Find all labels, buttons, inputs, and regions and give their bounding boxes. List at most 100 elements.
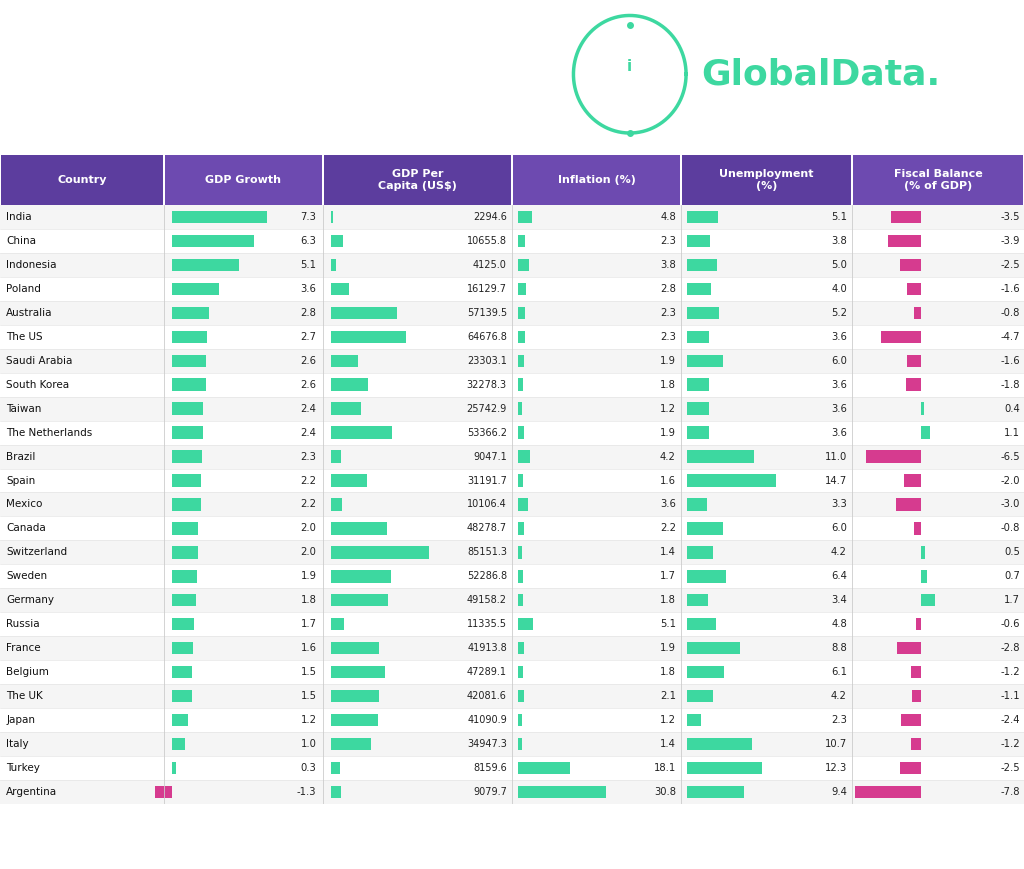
FancyBboxPatch shape	[155, 786, 172, 798]
FancyBboxPatch shape	[331, 642, 379, 654]
FancyBboxPatch shape	[687, 282, 712, 295]
FancyBboxPatch shape	[172, 642, 193, 654]
FancyBboxPatch shape	[172, 307, 209, 319]
FancyBboxPatch shape	[687, 427, 709, 439]
Text: 4125.0: 4125.0	[473, 260, 507, 270]
Text: Canada: Canada	[6, 523, 46, 534]
FancyBboxPatch shape	[0, 756, 1024, 779]
FancyBboxPatch shape	[172, 546, 198, 559]
Text: -4.7: -4.7	[1000, 332, 1020, 342]
Text: Mexico: Mexico	[6, 500, 43, 509]
FancyBboxPatch shape	[687, 738, 752, 750]
FancyBboxPatch shape	[331, 690, 380, 702]
Text: -6.5: -6.5	[1000, 452, 1020, 461]
FancyBboxPatch shape	[331, 427, 392, 439]
FancyBboxPatch shape	[0, 541, 1024, 564]
FancyBboxPatch shape	[682, 155, 851, 205]
FancyBboxPatch shape	[518, 642, 523, 654]
FancyBboxPatch shape	[518, 713, 521, 726]
FancyBboxPatch shape	[518, 259, 529, 271]
Text: 3.8: 3.8	[660, 260, 676, 270]
FancyBboxPatch shape	[888, 235, 921, 248]
Text: Forecast, 2019: Forecast, 2019	[26, 115, 246, 141]
Text: Australia: Australia	[6, 308, 52, 318]
FancyBboxPatch shape	[0, 348, 1024, 373]
Text: 25742.9: 25742.9	[467, 404, 507, 414]
Text: GDP Growth: GDP Growth	[205, 175, 282, 185]
FancyBboxPatch shape	[331, 786, 341, 798]
FancyBboxPatch shape	[0, 277, 1024, 301]
Text: 14.7: 14.7	[824, 475, 847, 486]
FancyBboxPatch shape	[0, 373, 1024, 396]
Text: 4.2: 4.2	[659, 452, 676, 461]
Text: 41913.8: 41913.8	[467, 643, 507, 653]
Text: The US: The US	[6, 332, 43, 342]
Text: 4.8: 4.8	[660, 212, 676, 222]
FancyBboxPatch shape	[331, 450, 341, 463]
Text: 8159.6: 8159.6	[473, 763, 507, 773]
FancyBboxPatch shape	[914, 522, 921, 534]
Text: 5.2: 5.2	[830, 308, 847, 318]
Text: 3.3: 3.3	[831, 500, 847, 509]
FancyBboxPatch shape	[331, 330, 406, 343]
Text: 16129.7: 16129.7	[467, 284, 507, 294]
FancyBboxPatch shape	[172, 761, 176, 774]
FancyBboxPatch shape	[331, 738, 371, 750]
Text: Source: GlobalData Country Economics Database: Source: GlobalData Country Economics Dat…	[26, 826, 602, 846]
Text: 31191.7: 31191.7	[467, 475, 507, 486]
FancyBboxPatch shape	[687, 522, 723, 534]
FancyBboxPatch shape	[0, 421, 1024, 445]
Text: The UK: The UK	[6, 691, 43, 701]
Text: Saudi Arabia: Saudi Arabia	[6, 355, 73, 366]
FancyBboxPatch shape	[518, 402, 521, 415]
FancyBboxPatch shape	[0, 493, 1024, 516]
FancyBboxPatch shape	[331, 594, 388, 607]
FancyBboxPatch shape	[518, 570, 523, 582]
Text: 1.2: 1.2	[659, 715, 676, 725]
Text: Macroeconomic Indicators': Macroeconomic Indicators'	[26, 74, 424, 100]
Text: -1.2: -1.2	[1000, 667, 1020, 677]
Text: 1.9: 1.9	[659, 643, 676, 653]
Text: Top 25 Nations: Key: Top 25 Nations: Key	[26, 34, 322, 60]
Text: 5.1: 5.1	[659, 620, 676, 629]
FancyBboxPatch shape	[687, 786, 744, 798]
FancyBboxPatch shape	[518, 618, 532, 630]
FancyBboxPatch shape	[518, 379, 523, 391]
FancyBboxPatch shape	[855, 786, 921, 798]
Text: 6.1: 6.1	[830, 667, 847, 677]
Text: -1.1: -1.1	[1000, 691, 1020, 701]
FancyBboxPatch shape	[896, 498, 921, 511]
Text: 1.5: 1.5	[300, 667, 316, 677]
FancyBboxPatch shape	[687, 474, 776, 487]
FancyBboxPatch shape	[172, 282, 219, 295]
FancyBboxPatch shape	[0, 636, 1024, 660]
Text: 5.0: 5.0	[830, 260, 847, 270]
FancyBboxPatch shape	[0, 660, 1024, 684]
Text: 0.4: 0.4	[1005, 404, 1020, 414]
Text: 2.0: 2.0	[300, 547, 316, 557]
FancyBboxPatch shape	[0, 564, 1024, 588]
FancyBboxPatch shape	[331, 379, 368, 391]
Text: 10106.4: 10106.4	[467, 500, 507, 509]
FancyBboxPatch shape	[853, 155, 1023, 205]
Text: 10.7: 10.7	[824, 739, 847, 749]
FancyBboxPatch shape	[172, 259, 239, 271]
Text: 2.8: 2.8	[659, 284, 676, 294]
FancyBboxPatch shape	[901, 713, 921, 726]
FancyBboxPatch shape	[892, 211, 921, 223]
FancyBboxPatch shape	[687, 642, 740, 654]
FancyBboxPatch shape	[0, 468, 1024, 493]
FancyBboxPatch shape	[687, 666, 724, 679]
FancyBboxPatch shape	[518, 738, 522, 750]
FancyBboxPatch shape	[518, 355, 523, 367]
FancyBboxPatch shape	[172, 522, 198, 534]
Text: 5.1: 5.1	[300, 260, 316, 270]
FancyBboxPatch shape	[0, 229, 1024, 253]
FancyBboxPatch shape	[518, 307, 524, 319]
FancyBboxPatch shape	[165, 155, 322, 205]
FancyBboxPatch shape	[513, 155, 680, 205]
FancyBboxPatch shape	[331, 355, 357, 367]
Text: Argentina: Argentina	[6, 786, 57, 797]
FancyBboxPatch shape	[687, 307, 719, 319]
FancyBboxPatch shape	[0, 325, 1024, 348]
